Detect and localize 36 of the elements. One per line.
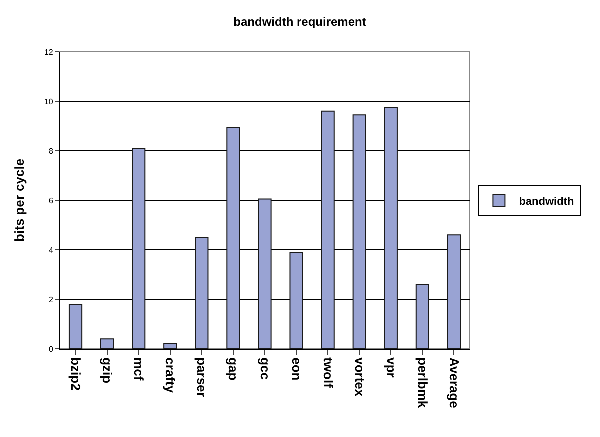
bar [258,198,272,349]
y-tick-label: 2 [48,295,54,304]
bar [321,110,335,349]
y-tick-label: 10 [44,97,54,106]
y-tick-label: 0 [48,344,54,354]
chart-title: bandwidth requirement [234,14,366,29]
x-tick-label: parser [194,358,210,398]
bar [132,148,146,349]
bar [195,237,209,349]
x-tick-label: eon [289,358,304,381]
x-tick-label: Average [447,358,462,408]
x-tick-label: twolf [320,358,336,389]
x-tick-label: gap [226,358,242,381]
bar [416,284,430,349]
x-tick-label: mcf [132,358,147,382]
x-tick-label: vortex [352,358,368,398]
bar [68,304,83,349]
bar [384,107,398,349]
bar [290,252,304,349]
legend-label: bandwidth [519,196,574,208]
y-axis-title: bits per cycle [12,158,27,242]
y-tick-label: 12 [44,48,54,57]
x-tick-label: crafty [163,358,178,394]
x-tick-label: gzip [100,358,116,384]
bar [226,126,240,349]
y-tick-label: 6 [48,196,54,206]
bar [100,338,114,349]
y-tick-label: 4 [48,246,54,255]
x-tick-label: bzip2 [68,358,84,391]
y-tick-label: 8 [48,146,54,156]
bar [447,234,462,349]
x-tick-label: gcc [258,358,273,380]
x-tick-label: perlbmk [415,358,430,409]
x-tick-label: vpr [384,358,399,378]
bar [164,344,178,349]
bar [352,114,366,349]
